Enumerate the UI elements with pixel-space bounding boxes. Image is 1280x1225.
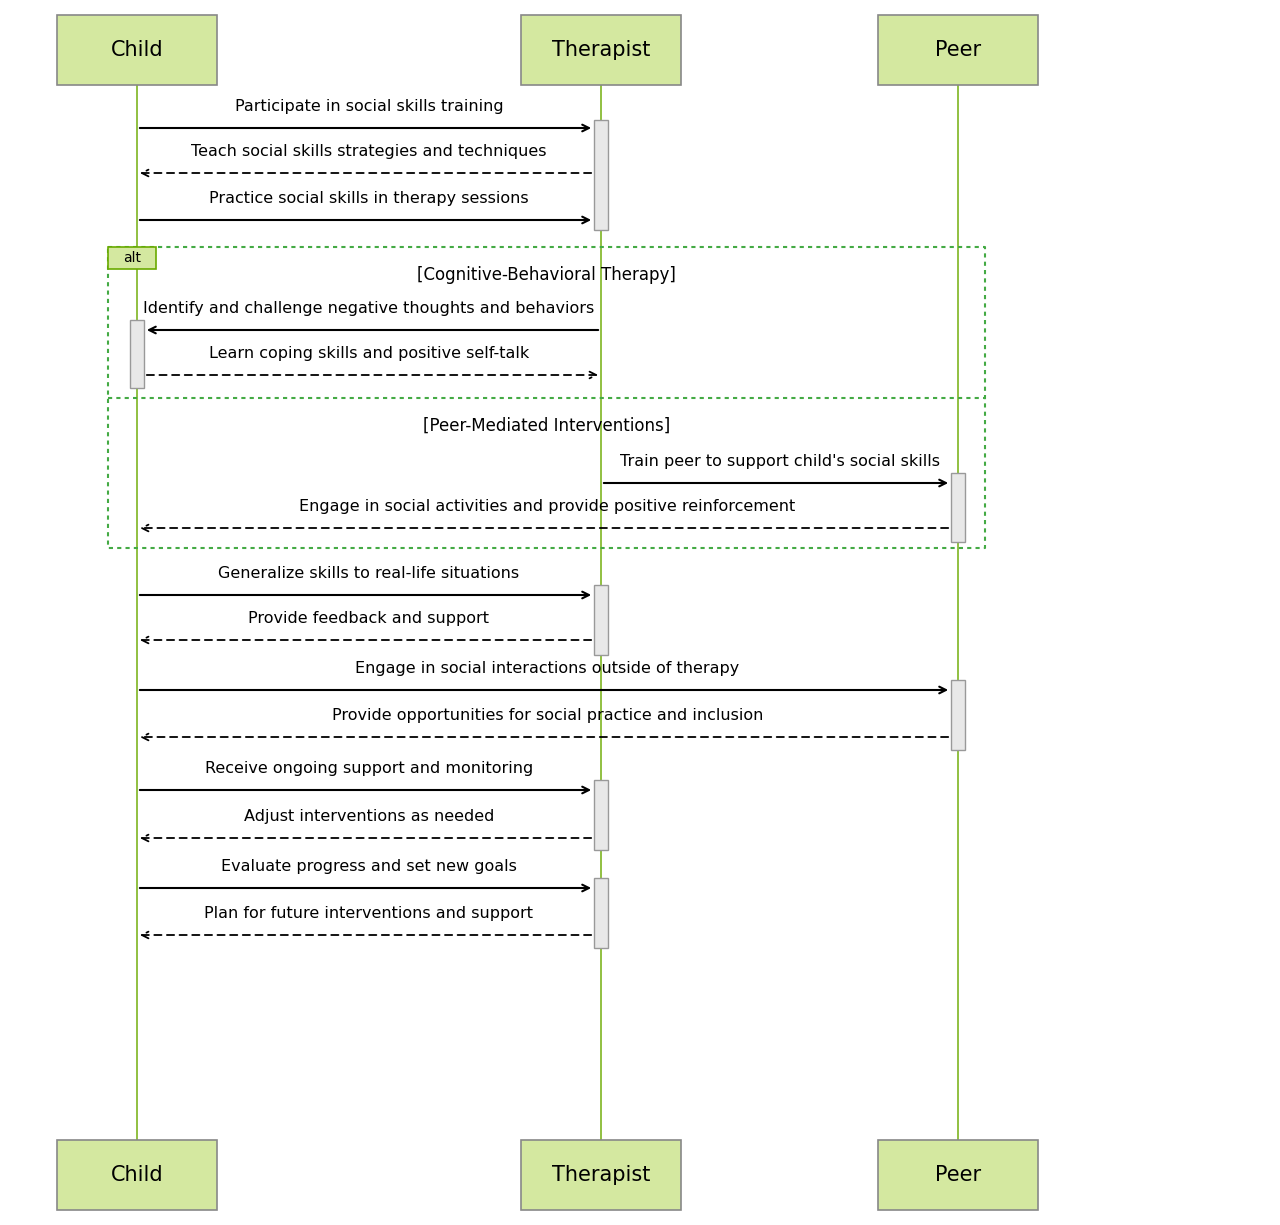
FancyBboxPatch shape	[594, 586, 608, 655]
Text: Provide opportunities for social practice and inclusion: Provide opportunities for social practic…	[332, 708, 763, 723]
FancyBboxPatch shape	[594, 878, 608, 948]
Text: Identify and challenge negative thoughts and behaviors: Identify and challenge negative thoughts…	[143, 301, 595, 316]
Text: [Peer-Mediated Interventions]: [Peer-Mediated Interventions]	[422, 417, 671, 435]
FancyBboxPatch shape	[951, 473, 965, 541]
Text: Practice social skills in therapy sessions: Practice social skills in therapy sessio…	[209, 191, 529, 206]
Text: Therapist: Therapist	[552, 40, 650, 60]
Text: alt: alt	[123, 251, 141, 265]
Text: Receive ongoing support and monitoring: Receive ongoing support and monitoring	[205, 761, 534, 775]
Text: Peer: Peer	[934, 1165, 980, 1185]
FancyBboxPatch shape	[878, 1140, 1038, 1210]
FancyBboxPatch shape	[878, 15, 1038, 85]
FancyBboxPatch shape	[594, 120, 608, 230]
Text: Evaluate progress and set new goals: Evaluate progress and set new goals	[221, 859, 517, 873]
FancyBboxPatch shape	[521, 15, 681, 85]
Text: Therapist: Therapist	[552, 1165, 650, 1185]
Text: Teach social skills strategies and techniques: Teach social skills strategies and techn…	[191, 145, 547, 159]
Text: Provide feedback and support: Provide feedback and support	[248, 611, 489, 626]
FancyBboxPatch shape	[521, 1140, 681, 1210]
Text: Generalize skills to real-life situations: Generalize skills to real-life situation…	[219, 566, 520, 581]
FancyBboxPatch shape	[108, 247, 156, 270]
Text: Plan for future interventions and support: Plan for future interventions and suppor…	[205, 906, 534, 921]
Text: Engage in social activities and provide positive reinforcement: Engage in social activities and provide …	[300, 499, 796, 514]
Text: [Cognitive-Behavioral Therapy]: [Cognitive-Behavioral Therapy]	[417, 266, 676, 284]
FancyBboxPatch shape	[594, 780, 608, 850]
Text: Participate in social skills training: Participate in social skills training	[234, 99, 503, 114]
Text: Train peer to support child's social skills: Train peer to support child's social ski…	[620, 454, 940, 469]
Text: Learn coping skills and positive self-talk: Learn coping skills and positive self-ta…	[209, 345, 529, 361]
Text: Adjust interventions as needed: Adjust interventions as needed	[243, 808, 494, 824]
FancyBboxPatch shape	[58, 1140, 218, 1210]
Text: Engage in social interactions outside of therapy: Engage in social interactions outside of…	[356, 662, 740, 676]
Text: Child: Child	[110, 40, 164, 60]
FancyBboxPatch shape	[951, 680, 965, 750]
FancyBboxPatch shape	[58, 15, 218, 85]
Text: Peer: Peer	[934, 40, 980, 60]
Text: Child: Child	[110, 1165, 164, 1185]
FancyBboxPatch shape	[131, 320, 143, 388]
